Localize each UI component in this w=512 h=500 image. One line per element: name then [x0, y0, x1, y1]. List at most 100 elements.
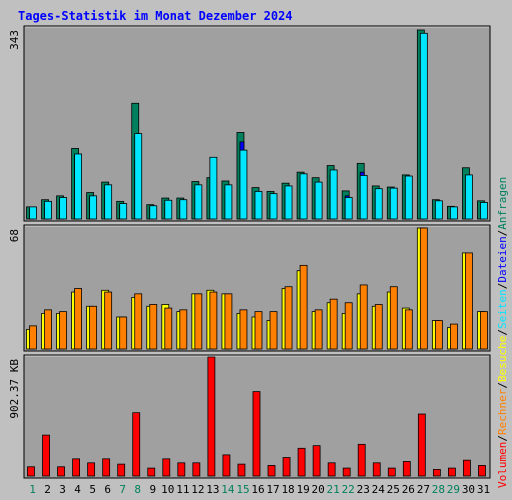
seiten-bar — [284, 185, 293, 220]
rechner-bar — [419, 227, 428, 350]
legend-item-volumen: Volumen — [496, 442, 509, 488]
volumen-bar — [237, 463, 246, 477]
legend: Volumen/Rechner/Besuche/Seiten/Dateien/A… — [496, 177, 509, 488]
rechner-bar — [164, 307, 173, 350]
x-axis-day-label: 24 — [372, 483, 386, 496]
x-axis-day-label: 10 — [161, 483, 174, 496]
volumen-bar — [312, 445, 321, 477]
seiten-bar — [389, 187, 398, 220]
rechner-bar — [299, 264, 308, 350]
legend-item-rechner: Rechner — [496, 388, 509, 435]
rechner-bar — [104, 291, 113, 350]
x-axis-day-label: 30 — [462, 483, 475, 496]
seiten-bar — [419, 32, 428, 220]
x-axis-day-label: 31 — [477, 483, 490, 496]
volumen-bar — [432, 469, 441, 477]
rechner-bar — [149, 304, 158, 350]
volumen-bar — [478, 465, 486, 477]
volumen-bar — [132, 412, 141, 477]
volumen-bar — [297, 447, 306, 477]
x-axis-day-label: 19 — [296, 483, 309, 496]
seiten-bar — [194, 184, 203, 220]
x-axis-day-label: 26 — [402, 483, 415, 496]
x-axis-day-label: 4 — [74, 483, 81, 496]
legend-separator: / — [496, 435, 509, 442]
volumen-bar — [147, 467, 156, 477]
seiten-bar — [299, 173, 308, 220]
rechner-bar — [465, 252, 473, 350]
seiten-bar — [374, 188, 383, 220]
volumen-bar — [57, 466, 65, 477]
rechner-bar — [329, 298, 338, 350]
x-axis-day-label: 29 — [447, 483, 460, 496]
volumen-bar — [402, 461, 411, 477]
legend-item-dateien: Dateien — [496, 236, 509, 282]
rechner-bar — [344, 302, 353, 350]
x-axis-day-label: 18 — [281, 483, 294, 496]
x-axis-day-label: 14 — [221, 483, 235, 496]
x-axis-day-label: 20 — [312, 483, 325, 496]
x-axis-day-label: 11 — [176, 483, 189, 496]
rechner-bar — [314, 309, 323, 350]
rechner-bar — [404, 309, 413, 350]
volumen-bar — [282, 457, 291, 477]
x-axis-day-label: 27 — [417, 483, 430, 496]
rechner-bar — [89, 305, 98, 350]
x-axis-day-label: 3 — [59, 483, 66, 496]
volumen-bar — [192, 462, 201, 477]
rechner-bar — [284, 286, 293, 350]
rechner-bar — [480, 311, 488, 350]
rechner-bar — [254, 311, 263, 350]
seiten-bar — [239, 149, 248, 220]
x-axis-day-label: 13 — [206, 483, 219, 496]
seiten-bar — [119, 203, 128, 220]
volumen-bar — [387, 467, 396, 477]
seiten-bar — [480, 202, 488, 220]
rechner-bar — [179, 309, 188, 350]
rechner-bar — [389, 286, 398, 350]
rechner-bar — [269, 311, 278, 350]
rechner-bar — [434, 320, 443, 350]
volumen-bar — [117, 463, 126, 477]
volumen-bar — [162, 458, 171, 477]
legend-item-besuche: Besuche — [496, 336, 509, 382]
volumen-bar — [72, 458, 80, 477]
seiten-bar — [359, 175, 368, 220]
rechner-bar — [29, 325, 37, 350]
y-axis-max-label: 68 — [8, 229, 21, 242]
volumen-bar — [267, 465, 276, 477]
x-axis-day-label: 22 — [342, 483, 355, 496]
seiten-bar — [179, 199, 188, 220]
seiten-bar — [74, 153, 82, 220]
legend-item-anfragen: Anfragen — [496, 177, 509, 230]
volumen-bar — [327, 462, 336, 477]
seiten-bar — [269, 193, 278, 220]
seiten-bar — [329, 169, 338, 220]
rechner-bar — [194, 293, 203, 350]
legend-separator: / — [496, 230, 509, 237]
rechner-bar — [359, 284, 368, 350]
x-axis-day-label: 5 — [89, 483, 96, 496]
volumen-bar — [207, 356, 216, 477]
y-axis-max-label: 902.37 KB — [8, 359, 21, 419]
volumen-bar — [252, 391, 261, 477]
seiten-bar — [44, 200, 52, 220]
x-axis-day-label: 8 — [134, 483, 141, 496]
volumen-bar — [27, 466, 35, 477]
seiten-bar — [404, 175, 413, 220]
rechner-bar — [44, 309, 52, 350]
x-axis-day-label: 17 — [266, 483, 279, 496]
volumen-bar — [42, 434, 50, 477]
seiten-bar — [450, 206, 458, 220]
seiten-bar — [59, 197, 67, 220]
legend-separator: / — [496, 329, 509, 336]
x-axis-day-label: 7 — [119, 483, 126, 496]
volumen-bar — [463, 459, 471, 477]
y-axis-max-label: 343 — [8, 30, 21, 50]
seiten-bar — [134, 133, 143, 220]
volumen-bar — [372, 462, 381, 477]
rechner-bar — [374, 304, 383, 350]
seiten-bar — [224, 184, 233, 220]
seiten-bar — [89, 195, 98, 220]
